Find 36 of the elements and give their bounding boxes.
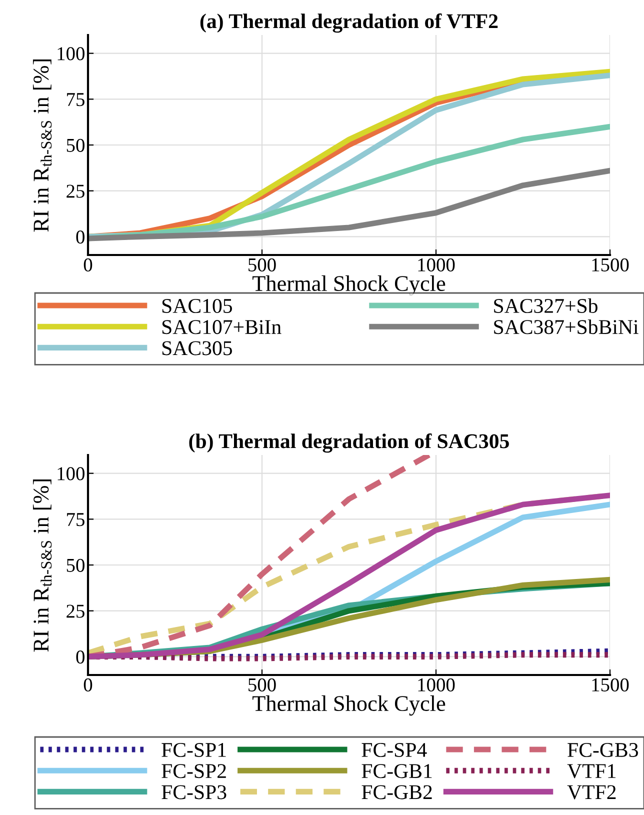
y-tick-label: 0 xyxy=(76,650,84,664)
legend-label: VTF2 xyxy=(567,785,616,800)
legend-label: FC-GB1 xyxy=(362,764,432,778)
x-tick-label: 1000 xyxy=(418,678,455,692)
x-tick-label: 500 xyxy=(248,678,276,692)
legend-label: SAC387+SbBiNi xyxy=(494,319,638,334)
legend-label: VTF1 xyxy=(567,764,616,778)
y-axis-title: RI in R$_{th-S&S}$ in [%] xyxy=(32,59,52,232)
chart-title: (b) Thermal degradation of SAC305 xyxy=(189,433,509,453)
legend-label: FC-SP1 xyxy=(162,742,226,757)
legend-label: FC-SP3 xyxy=(162,785,226,800)
y-axis-title: RI in R$_{th-S&S}$ in [%] xyxy=(32,479,52,652)
legend-label: FC-SP4 xyxy=(362,742,427,757)
y-tick-label: 50 xyxy=(66,138,84,152)
x-tick-label: 1500 xyxy=(592,258,629,272)
x-tick-label: 500 xyxy=(248,258,276,272)
chart-title: (a) Thermal degradation of VTF2 xyxy=(200,13,498,33)
legend-label: SAC105 xyxy=(162,298,232,313)
x-axis-title: Thermal Shock Cycle xyxy=(252,695,446,716)
legend-label: SAC305 xyxy=(162,341,232,356)
y-tick-label: 0 xyxy=(76,230,84,244)
legend-label: FC-GB2 xyxy=(362,785,432,800)
legend-label: FC-GB3 xyxy=(568,742,638,757)
y-tick-label: 25 xyxy=(66,604,84,618)
legend-label: SAC327+Sb xyxy=(494,298,598,313)
x-axis-title: Thermal Shock Cycle xyxy=(252,275,446,296)
legend-label: FC-SP2 xyxy=(162,764,226,778)
y-tick-label: 75 xyxy=(67,93,84,106)
x-tick-label: 1000 xyxy=(418,258,455,272)
y-tick-label: 25 xyxy=(66,184,84,198)
y-tick-label: 100 xyxy=(58,47,84,60)
y-tick-label: 50 xyxy=(66,558,84,572)
y-tick-label: 75 xyxy=(67,513,84,526)
x-tick-label: 1500 xyxy=(592,678,629,692)
y-tick-label: 100 xyxy=(58,467,84,480)
legend-label: SAC107+BiIn xyxy=(162,320,282,334)
